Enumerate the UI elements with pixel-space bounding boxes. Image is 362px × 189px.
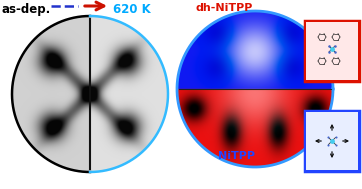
Text: dh-NiTPP: dh-NiTPP (196, 3, 253, 13)
Text: as-dep.: as-dep. (1, 3, 50, 16)
Bar (306, 112, 358, 170)
Bar (306, 22, 358, 80)
Text: NiTPP: NiTPP (218, 151, 255, 161)
Text: 620 K: 620 K (113, 3, 151, 16)
Bar (305, 111, 359, 171)
Bar (305, 21, 359, 81)
